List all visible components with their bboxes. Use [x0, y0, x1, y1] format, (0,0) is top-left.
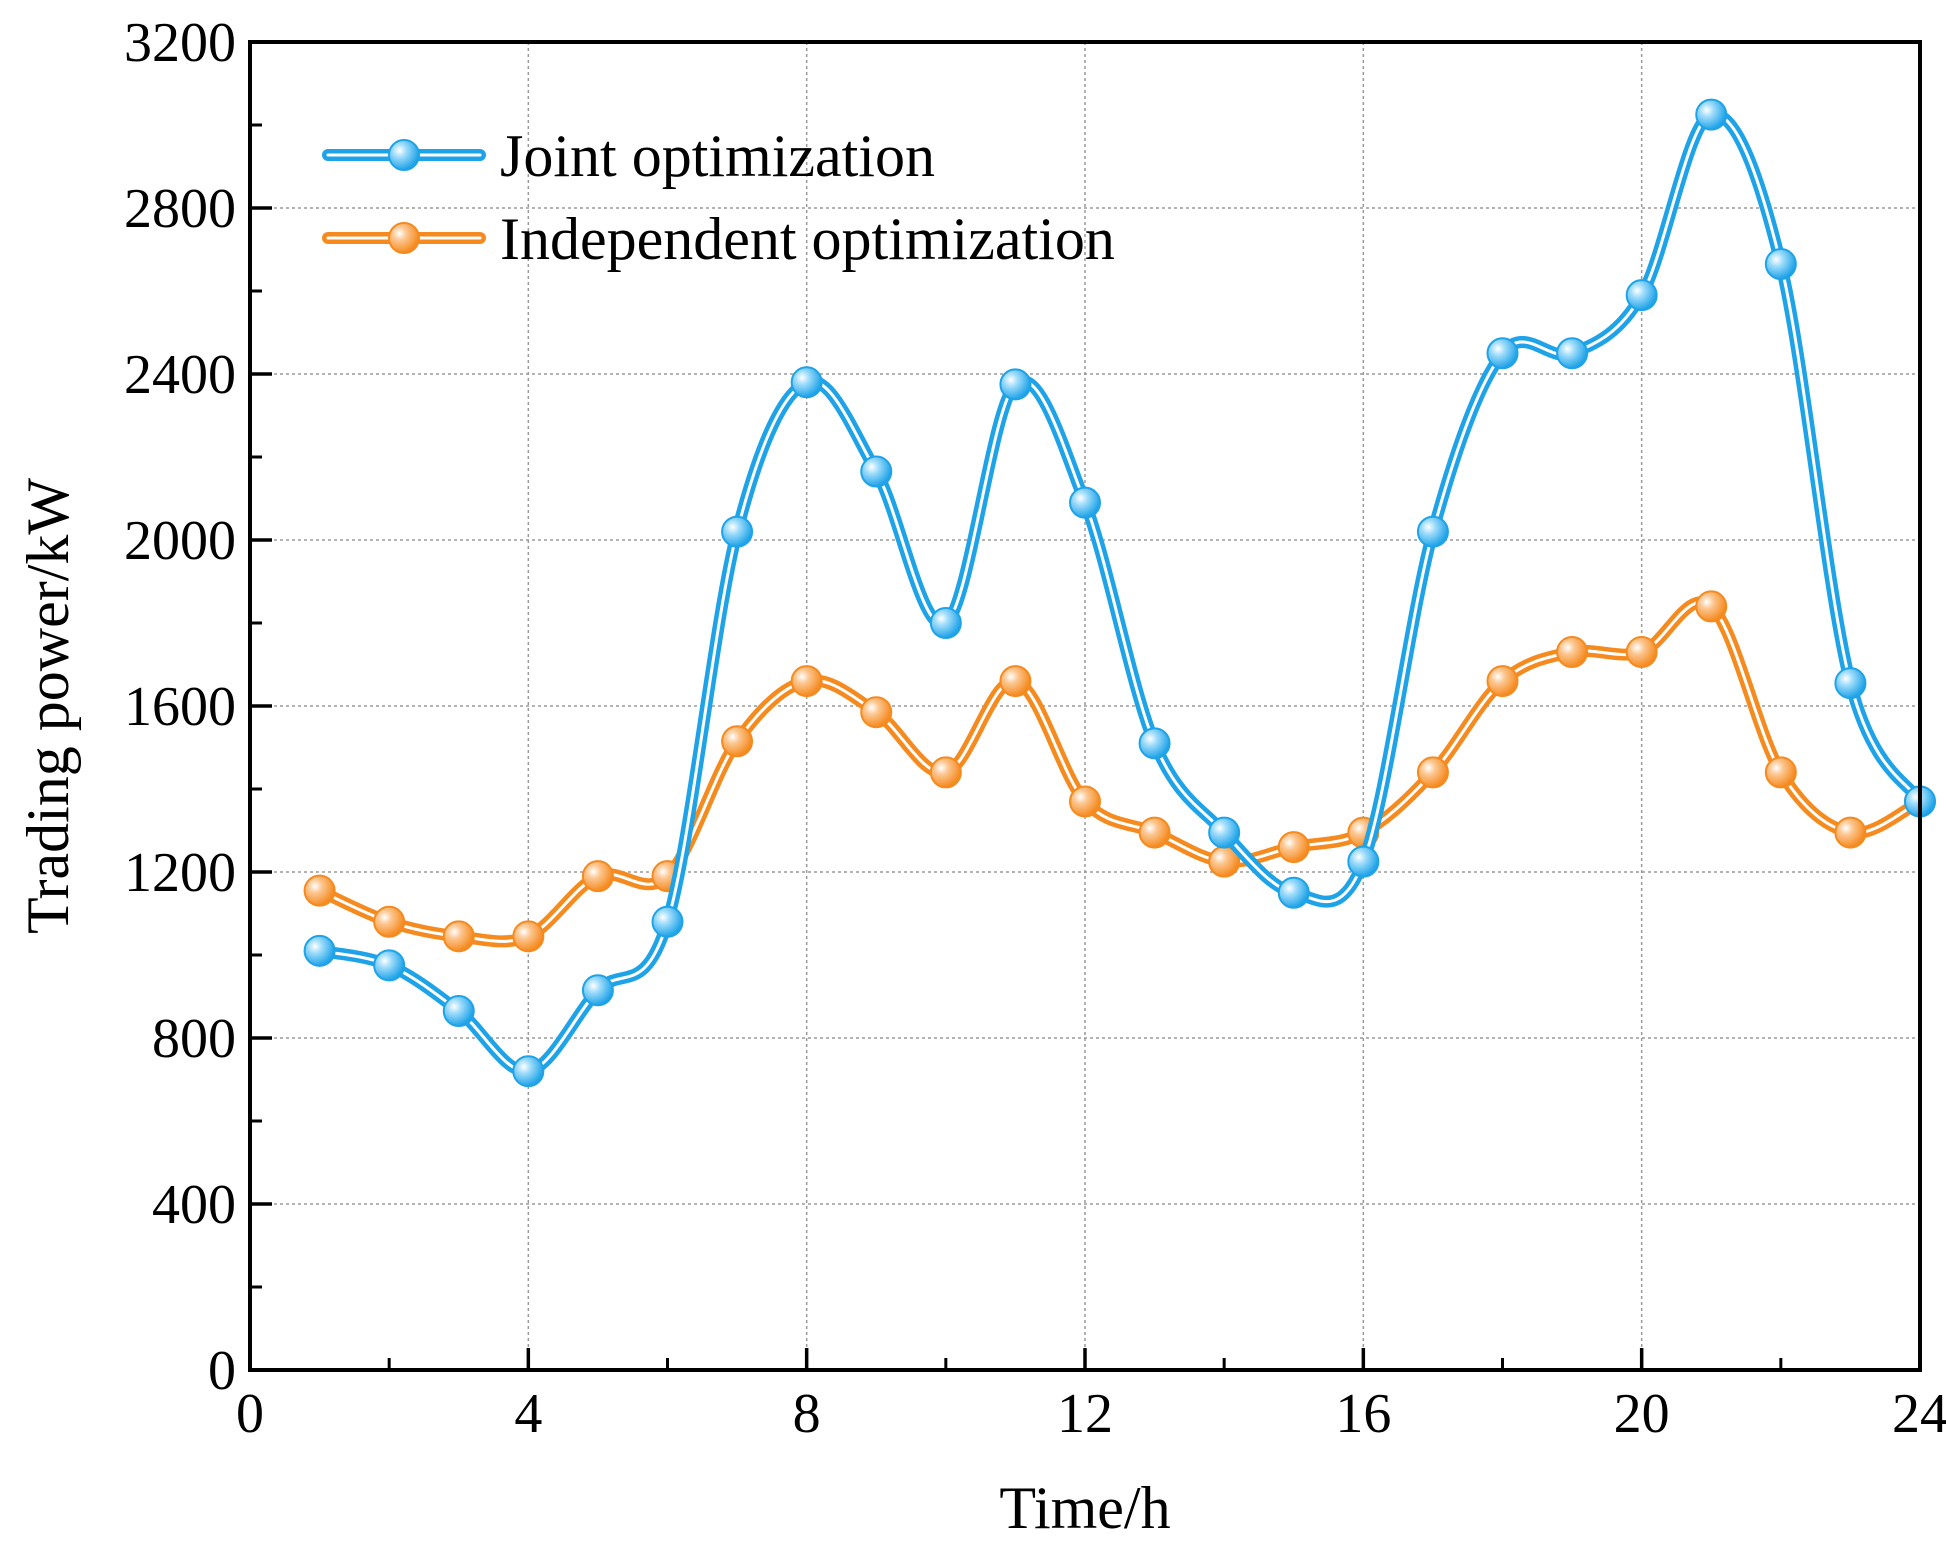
series-0-point-4 — [512, 1055, 545, 1088]
y-tick-label: 1600 — [124, 676, 236, 738]
series-0-point-2 — [373, 949, 406, 982]
series-1-point-15 — [1277, 831, 1310, 864]
x-axis-title: Time/h — [999, 1475, 1170, 1541]
series-0-point-14 — [1208, 816, 1241, 849]
series-0-point-17 — [1416, 515, 1449, 548]
series-1-point-4 — [512, 920, 545, 953]
y-tick-label: 2000 — [124, 510, 236, 572]
series-0-point-22 — [1764, 248, 1797, 281]
series-1-point-20 — [1625, 636, 1658, 669]
series-line-highlight-0 — [318, 112, 1922, 1073]
series-1-point-7 — [721, 725, 754, 758]
x-tick-label: 16 — [1335, 1383, 1391, 1445]
series-0-point-8 — [790, 366, 823, 399]
series-line-1 — [313, 596, 1926, 948]
series-layer — [303, 98, 1936, 1088]
x-tick-label: 20 — [1614, 1383, 1670, 1445]
legend: Joint optimization Independent optimizati… — [322, 123, 1115, 272]
series-0-point-16 — [1347, 845, 1380, 878]
series-1-point-2 — [373, 905, 406, 938]
x-tick-label: 4 — [514, 1383, 542, 1445]
legend-item-1: Independent optimization — [322, 206, 1115, 272]
y-tick-label: 3200 — [124, 12, 236, 74]
series-1-point-12 — [1069, 785, 1101, 818]
grid — [250, 42, 1920, 1370]
series-1-point-8 — [790, 665, 823, 698]
series-1-point-3 — [442, 920, 475, 953]
series-0-point-18 — [1486, 337, 1519, 370]
series-1-point-18 — [1486, 665, 1519, 698]
axis-ticks — [248, 40, 1922, 1372]
series-0-point-6 — [651, 905, 684, 938]
series-0-point-3 — [442, 995, 475, 1028]
tick-labels: 0 4 8 12 16 20 24 0 400 800 1200 1600 2000 2400 2800 32… — [124, 12, 1946, 1445]
x-tick-label: 0 — [236, 1383, 264, 1445]
x-tick-label: 12 — [1057, 1383, 1113, 1445]
y-tick-label: 400 — [152, 1174, 236, 1236]
series-0-point-11 — [999, 368, 1032, 401]
series-0-point-15 — [1277, 876, 1310, 909]
series-1-point-21 — [1695, 590, 1728, 623]
series-1-point-17 — [1416, 756, 1449, 789]
x-tick-label: 8 — [793, 1383, 821, 1445]
y-axis-title: Trading power/kW — [15, 478, 81, 934]
series-0-point-23 — [1834, 667, 1867, 700]
series-0 — [303, 98, 1936, 1088]
series-1-point-13 — [1138, 816, 1171, 849]
series-1-point-19 — [1556, 636, 1589, 669]
series-0-point-1 — [303, 934, 336, 967]
y-tick-label: 0 — [208, 1340, 236, 1402]
legend-marker-0 — [388, 139, 420, 171]
series-0-point-21 — [1695, 98, 1728, 131]
series-line-highlight-1 — [318, 600, 1922, 943]
series-1 — [303, 590, 1936, 953]
legend-item-0: Joint optimization — [322, 123, 935, 189]
series-1-point-1 — [303, 874, 336, 907]
x-tick-label: 24 — [1892, 1383, 1946, 1445]
series-0-point-19 — [1556, 337, 1589, 370]
y-tick-label: 2400 — [124, 344, 236, 406]
series-0-point-20 — [1625, 279, 1658, 312]
series-0-point-5 — [581, 974, 614, 1007]
series-0-point-9 — [860, 455, 893, 488]
series-0-point-12 — [1069, 486, 1101, 519]
series-1-point-9 — [860, 696, 893, 729]
series-1-point-5 — [581, 860, 614, 893]
y-tick-label: 1200 — [124, 842, 236, 904]
series-1-point-23 — [1834, 816, 1867, 849]
legend-label-1: Independent optimization — [500, 206, 1115, 272]
series-1-point-10 — [929, 756, 962, 789]
legend-label-0: Joint optimization — [500, 123, 935, 189]
series-0-point-7 — [721, 515, 754, 548]
legend-marker-1 — [388, 222, 420, 254]
y-tick-label: 800 — [152, 1008, 236, 1070]
y-tick-label: 2800 — [124, 178, 236, 240]
series-1-point-11 — [999, 665, 1032, 698]
series-1-point-22 — [1764, 756, 1797, 789]
series-0-point-10 — [929, 607, 962, 639]
series-0-point-13 — [1138, 727, 1171, 760]
